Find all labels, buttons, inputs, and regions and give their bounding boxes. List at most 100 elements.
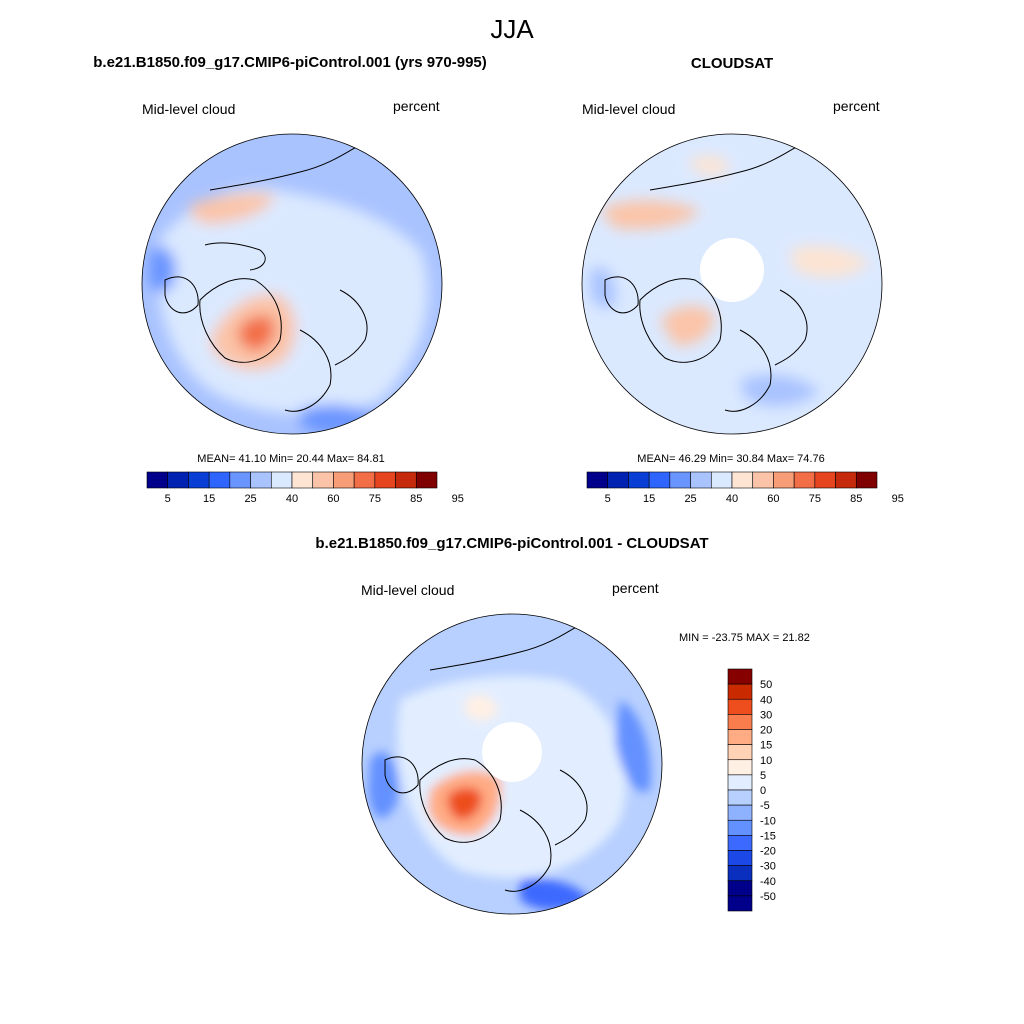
panel3-coastlines	[384, 624, 588, 892]
panel2-colorbar-swatch	[855, 471, 878, 489]
panel3-colorbar-swatch	[727, 850, 753, 866]
panel2-map-border	[581, 133, 883, 435]
panel1-left-label: Mid-level cloud	[142, 101, 236, 117]
panel1-colorbar-tick: 95	[452, 493, 464, 505]
panel1-right-label: percent	[393, 98, 440, 114]
panel2-coastlines	[604, 144, 808, 412]
panel3-colorbar-swatch	[727, 744, 753, 761]
panel2-colorbar-swatch	[773, 471, 795, 489]
panel3-atlantic-low	[615, 700, 651, 792]
panel1-colorbar-swatch	[208, 471, 231, 489]
panel1-colorbar-swatch	[146, 471, 169, 489]
panel3-colorbar-tick: -15	[760, 830, 776, 842]
panel3-stats: MIN = -23.75 MAX = 21.82	[679, 632, 810, 644]
panel3-title: b.e21.B1850.f09_g17.CMIP6-piControl.001 …	[315, 535, 709, 552]
panel2-eurasia-field	[790, 245, 870, 278]
panel3-colorbar-tick: 20	[760, 725, 772, 737]
panel2-colorbar-tick: 85	[850, 493, 862, 505]
panel2-left-label: Mid-level cloud	[582, 101, 676, 117]
panel1-colorbar-swatch	[229, 471, 251, 489]
panel3-colorbar-swatch	[727, 880, 753, 897]
panel3-map	[361, 613, 663, 915]
panel1-greenland-peak	[238, 315, 275, 351]
panel3-colorbar-swatch	[727, 895, 753, 912]
panel3-colorbar-swatch	[727, 759, 753, 776]
panel3-greenland-peak	[447, 787, 482, 820]
panel2-colorbar-swatch	[607, 471, 629, 489]
panel1-siberia-field	[189, 193, 275, 224]
panel3-pacific-low	[368, 752, 399, 819]
panel3-colorbar-tick: -30	[760, 861, 776, 873]
panel1-colorbar-swatch	[250, 471, 272, 489]
panel2-greenland-field	[660, 305, 715, 346]
panel2-colorbar-tick: 15	[643, 493, 655, 505]
panel2-colorbar-swatch	[669, 471, 691, 489]
panel3-colorbar-swatch	[727, 683, 753, 700]
panel3-colorbar-swatch	[727, 698, 753, 715]
panel2-right-label: percent	[833, 98, 880, 114]
panel3-colorbar-swatch	[727, 668, 753, 685]
panel3-colorbar-tick: -20	[760, 846, 776, 858]
panel2-colorbar-tick: 60	[767, 493, 779, 505]
panel3-colorbar-swatch	[727, 774, 753, 791]
panel3-colorbar-swatch	[727, 789, 753, 806]
panel2-colorbar-swatch	[648, 471, 671, 489]
panel3-colorbar-tick: 15	[760, 740, 772, 752]
panel2-colorbar: 5 15 25 40 60 75 85 95	[586, 471, 904, 505]
panel1-colorbar-swatch	[312, 471, 334, 489]
panel2-colorbar-swatch	[814, 471, 836, 489]
panel1-map	[141, 133, 443, 435]
panel2-colorbar-swatch	[586, 471, 609, 489]
panel3-colorbar-tick: 40	[760, 694, 772, 706]
panel1-colorbar-tick: 40	[286, 493, 298, 505]
panel2-siberia-field	[600, 200, 700, 230]
panel3-colorbar-swatch	[727, 865, 753, 882]
panel1-colorbar-tick: 15	[203, 493, 215, 505]
panel1-stats: MEAN= 41.10 Min= 20.44 Max= 84.81	[197, 453, 385, 465]
panel1-colorbar-swatch	[374, 471, 396, 489]
panel3-colorbar-tick: 0	[760, 785, 766, 797]
panel3-colorbar-swatch	[727, 835, 753, 851]
panel2-colorbar-swatch	[752, 471, 774, 489]
panel2-colorbar-tick: 25	[684, 493, 696, 505]
panel2-colorbar-tick: 5	[605, 493, 611, 505]
panel3-colorbar-tick: -10	[760, 815, 776, 827]
panel1-colorbar-swatch	[270, 471, 293, 489]
panel1-colorbar-tick: 85	[410, 493, 422, 505]
panel2-colorbar-swatch	[690, 471, 712, 489]
panel2-colorbar-tick: 40	[726, 493, 738, 505]
panel3-data-gap	[482, 722, 542, 782]
panel3-colorbar-tick: -5	[760, 800, 770, 812]
panel2-colorbar-swatch	[793, 471, 816, 489]
panel1-colorbar-tick: 60	[327, 493, 339, 505]
panel2-colorbar-swatch	[835, 471, 857, 489]
panel1-coastlines	[164, 144, 368, 412]
panel2-colorbar-tick: 95	[892, 493, 904, 505]
panel1-colorbar-swatch	[291, 471, 314, 489]
panel2-colorbar-swatch	[628, 471, 650, 489]
panel1-colorbar-tick: 5	[165, 493, 171, 505]
panel1-colorbar: 5 15 25 40 60 75 85 95	[146, 471, 464, 505]
panel2-colorbar-tick: 75	[809, 493, 821, 505]
panel3-map-border	[361, 613, 663, 915]
panel1-colorbar-swatch	[167, 471, 189, 489]
panel1-colorbar-swatch	[415, 471, 438, 489]
panel3-colorbar-swatch	[727, 819, 753, 836]
panel3-north-field	[465, 694, 498, 721]
panel3-right-label: percent	[612, 580, 659, 596]
panel3-colorbar-swatch	[727, 729, 753, 745]
panel1-colorbar-swatch	[188, 471, 210, 489]
panel2-colorbar-swatch	[731, 471, 754, 489]
panel1-colorbar-swatch	[353, 471, 376, 489]
panel1-map-border	[141, 133, 443, 435]
panel3-colorbar-tick: 5	[760, 770, 766, 782]
panel3-colorbar-swatch	[727, 714, 753, 730]
panel2-title: CLOUDSAT	[690, 55, 774, 72]
panel3-colorbar-tick: -50	[760, 891, 776, 903]
panel2-north-field	[690, 155, 730, 176]
figure-title: JJA	[490, 14, 534, 44]
panel1-title: b.e21.B1850.f09_g17.CMIP6-piControl.001 …	[93, 54, 487, 71]
panel1-colorbar-swatch	[333, 471, 355, 489]
